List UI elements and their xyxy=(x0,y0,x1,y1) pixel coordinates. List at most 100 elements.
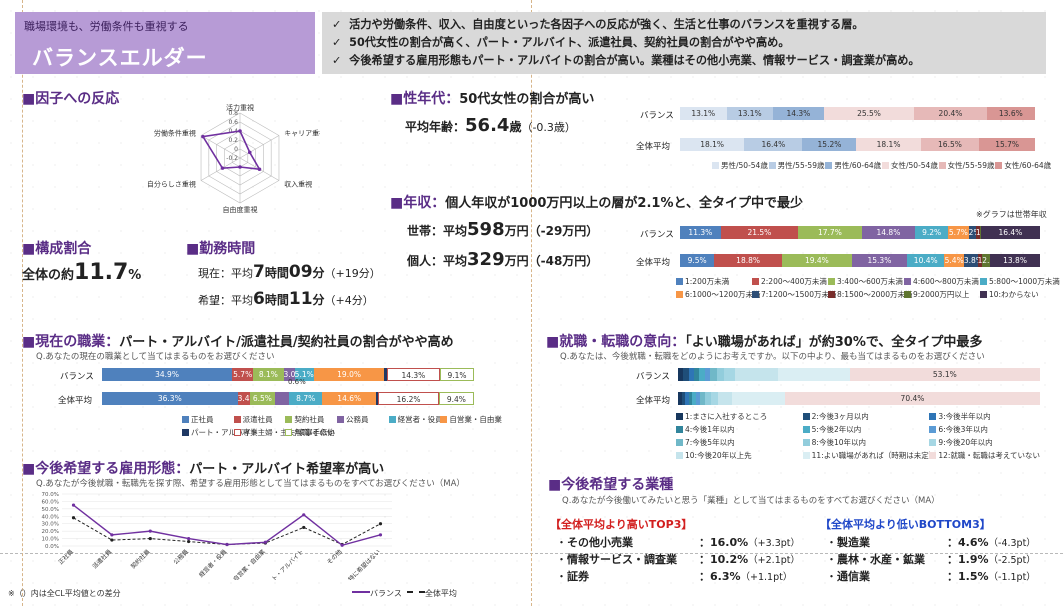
radar-tick-label: 0.6 xyxy=(228,119,238,126)
legend-item: 10:わからない xyxy=(980,289,1039,300)
legend-label: 8:1500〜2000万未満 xyxy=(837,290,913,299)
legend-label: 女性/60-64歳 xyxy=(1004,161,1052,170)
job-bar-row: 34.9%5.7%8.1%3.0%5.1%19.0%14.3%9.1% xyxy=(102,368,474,381)
bar-segment: 5.7% xyxy=(948,226,969,239)
industry-name: 製造業 xyxy=(837,536,870,549)
y-tick-label: 0.0% xyxy=(45,544,59,550)
legend-label: 公務員 xyxy=(346,415,369,424)
top3-title: 【全体平均より高いTOP3】 xyxy=(550,518,693,531)
legend-item: 経営者・役員 xyxy=(388,414,443,425)
legend-item: 3:今後半年以内 xyxy=(929,411,991,422)
legend-item: パート・アルバイト xyxy=(182,427,258,438)
radar-axis-label: 労働条件重視 xyxy=(154,129,196,138)
radar-point xyxy=(220,166,225,170)
bar-segment: 5.1% xyxy=(294,368,314,381)
industry-item: ・製造業 ：4.6%（-4.3pt） xyxy=(826,534,1056,550)
industry-item: ・その他小売業 ：16.0%（+3.3pt） xyxy=(556,534,816,550)
income-heading: ■年収：個人年収が1000万円以上の層が2.1%と、全タイプ中で最少 xyxy=(390,195,803,211)
legend-swatch xyxy=(440,416,448,423)
legend-item: 派遣社員 xyxy=(233,414,273,425)
job-extra-label: 0.6% xyxy=(288,378,306,386)
bar-segment xyxy=(696,392,700,405)
composition-value: 全体の約11.7% xyxy=(22,260,142,285)
radar-tick-label: 0 xyxy=(234,146,238,153)
household-income: 世帯：平均598万円（-29万円） xyxy=(407,219,599,240)
industry-item: ・通信業 ：1.5%（-1.1pt） xyxy=(826,568,1056,584)
legend-label: 6:今後3年以内 xyxy=(938,425,988,434)
bar-segment xyxy=(692,392,697,405)
bar-segment: 18.1% xyxy=(856,138,921,151)
bar-segment: 14.6% xyxy=(321,392,377,405)
bar-segment: 20.4% xyxy=(914,107,987,120)
legend-label: 1:200万未満 xyxy=(685,277,730,286)
legend-label: 派遣社員 xyxy=(242,415,273,424)
average-series-point xyxy=(148,536,152,541)
work-hours-heading: ■勤務時間 xyxy=(186,241,256,257)
legend-label: 4:600〜800万未満 xyxy=(913,277,979,286)
industry-value: ：1.5% xyxy=(947,570,989,583)
legend-label: 正社員 xyxy=(191,415,214,424)
header-subtitle: 職場環境も、労働条件も重視する xyxy=(24,20,189,33)
intention-bar-row: 53.1% xyxy=(678,368,1040,381)
bar-segment: 1.2% xyxy=(975,226,981,239)
legend-item: 女性/50-54歳 xyxy=(882,160,938,171)
industry-diff: （+2.1pt） xyxy=(748,555,800,566)
bar-segment xyxy=(688,392,693,405)
y-tick-label: 70.0% xyxy=(42,492,59,498)
legend-swatch xyxy=(882,162,889,169)
x-tick-label: 公務員 xyxy=(172,548,190,566)
industry-value: ：10.2% xyxy=(699,553,749,566)
bar-segment xyxy=(735,368,779,381)
balance-series-point xyxy=(187,536,191,541)
bar-segment xyxy=(688,368,695,381)
radar-point xyxy=(238,165,242,169)
legend-swatch xyxy=(938,162,946,169)
legend-swatch xyxy=(337,416,344,423)
legend-item: 9:今後20年以内 xyxy=(929,437,993,448)
legend-item: 8:今後10年以内 xyxy=(802,437,866,448)
legend-swatch xyxy=(929,452,937,459)
summary-line: ✓ 活力や労働条件、収入、自由度といった各因子への反応が強く、生活と仕事のバラン… xyxy=(332,18,864,31)
job-question: Q.あなたの現在の職業として当てはまるものをお選びください xyxy=(36,352,275,362)
average-series xyxy=(73,517,381,546)
bar-segment: 18.1% xyxy=(680,138,745,151)
radar-axis-label: 自由度重視 xyxy=(223,205,258,214)
legend-label: 10:わからない xyxy=(989,290,1039,299)
x-tick-label: パート・アルバイト xyxy=(262,548,305,580)
balance-series xyxy=(73,504,381,547)
legend-label: 1:まさに入社するところ xyxy=(685,412,768,421)
radar-tick-label: -0.2 xyxy=(226,155,238,162)
bar-segment: 14.3% xyxy=(386,368,441,381)
bar-segment: 18.8% xyxy=(714,254,782,267)
intention-bar-row: 70.4% xyxy=(678,392,1040,405)
legend-swatch xyxy=(285,429,293,436)
legend-swatch xyxy=(676,452,683,459)
legend-swatch xyxy=(825,162,833,169)
age-row-label: バランス xyxy=(640,111,674,121)
legend-swatch xyxy=(995,162,1003,169)
legend-item: 男性/50-54歳 xyxy=(712,160,768,171)
legend-swatch xyxy=(676,413,683,420)
bullet: ・ xyxy=(826,570,837,583)
bar-segment: 1.3% xyxy=(977,254,983,267)
y-tick-label: 40.0% xyxy=(42,514,59,520)
industry-diff: （-2.5pt） xyxy=(988,555,1036,566)
age-bar-row: 13.1% 13.1% 14.3% 25.5% 20.4% 13.6% xyxy=(680,107,1035,120)
footnote: ※（）内は全CL平均値との差分 xyxy=(8,589,121,598)
legend-label: 11:よい職場があれば（時期は未定） xyxy=(811,451,937,460)
intention-question: Q.あなたは、今後就職・転職をどのようにお考えですか。以下の中より、最も当てはま… xyxy=(560,352,985,362)
industry-name: 農林・水産・鉱業 xyxy=(837,553,925,566)
bullet: ・ xyxy=(556,570,567,583)
bar-segment xyxy=(678,392,682,405)
guide-line xyxy=(531,0,532,606)
legend-item: 正社員 xyxy=(182,414,214,425)
bar-segment: 16.2% xyxy=(378,392,439,405)
bar-segment: 2.2% xyxy=(982,254,991,267)
industry-value: ：16.0% xyxy=(699,536,749,549)
bar-segment: 8.1% xyxy=(253,368,284,381)
legend-swatch xyxy=(768,162,776,169)
industry-value: ：1.9% xyxy=(947,553,989,566)
legend-item: 2:今後3ヶ月以内 xyxy=(802,411,869,422)
radar-axis xyxy=(200,157,241,181)
avg-age: 平均年齢：56.4歳（-0.3歳） xyxy=(405,115,576,136)
